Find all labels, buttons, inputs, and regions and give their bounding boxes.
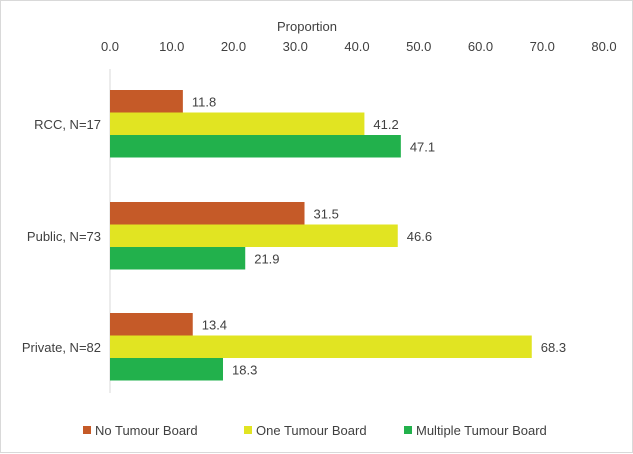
data-label: 31.5 — [314, 206, 339, 221]
legend-label: One Tumour Board — [256, 423, 367, 438]
bar-multiple-tumour-board — [110, 358, 224, 381]
x-tick-label: 40.0 — [344, 39, 369, 54]
bar-multiple-tumour-board — [110, 247, 246, 270]
x-tick-label: 10.0 — [159, 39, 184, 54]
x-axis-title: Proportion — [277, 19, 337, 34]
legend-swatch — [83, 426, 91, 434]
data-label: 13.4 — [202, 317, 227, 332]
legend-label: No Tumour Board — [95, 423, 198, 438]
bar-one-tumour-board — [110, 224, 398, 247]
data-label: 47.1 — [410, 139, 435, 154]
legend-label: Multiple Tumour Board — [416, 423, 547, 438]
data-label: 41.2 — [373, 117, 398, 132]
x-tick-label: 30.0 — [283, 39, 308, 54]
category-label: Public, N=73 — [27, 229, 101, 244]
legend-swatch — [244, 426, 252, 434]
x-tick-label: 80.0 — [591, 39, 616, 54]
bar-no-tumour-board — [110, 313, 193, 336]
bar-no-tumour-board — [110, 90, 183, 113]
category-label: Private, N=82 — [22, 340, 101, 355]
x-tick-label: 70.0 — [530, 39, 555, 54]
bar-one-tumour-board — [110, 112, 365, 135]
data-label: 68.3 — [541, 340, 566, 355]
data-label: 46.6 — [407, 229, 432, 244]
x-tick-label: 60.0 — [468, 39, 493, 54]
bar-no-tumour-board — [110, 202, 305, 225]
bar-one-tumour-board — [110, 335, 532, 358]
bar-multiple-tumour-board — [110, 135, 401, 158]
x-tick-label: 0.0 — [101, 39, 119, 54]
x-tick-label: 50.0 — [406, 39, 431, 54]
category-label: RCC, N=17 — [34, 117, 101, 132]
x-tick-label: 20.0 — [221, 39, 246, 54]
data-label: 21.9 — [254, 251, 279, 266]
data-label: 11.8 — [192, 94, 216, 109]
legend-swatch — [404, 426, 412, 434]
data-label: 18.3 — [232, 362, 257, 377]
